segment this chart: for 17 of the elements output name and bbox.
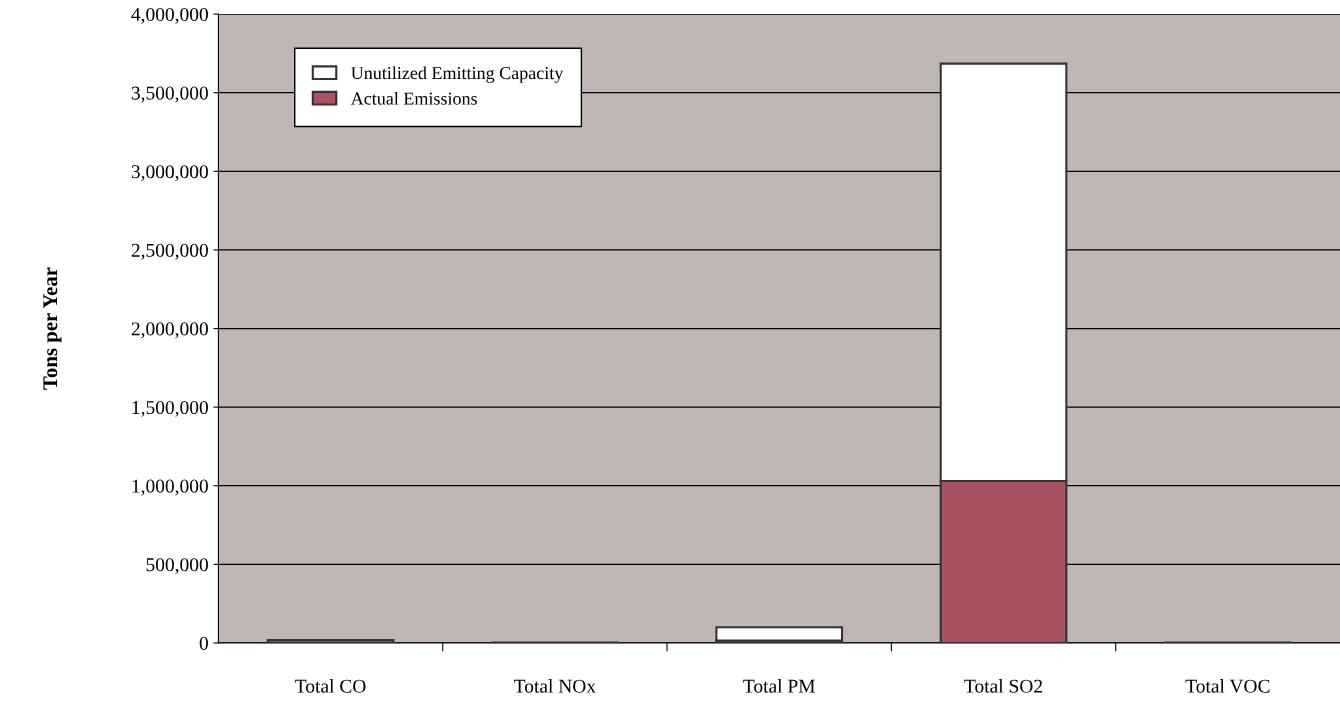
y-tick-label: 1,000,000 <box>132 479 208 496</box>
y-tick-label: 1,500,000 <box>132 400 208 417</box>
x-tick-label: Total PM <box>743 679 815 693</box>
legend-label: Unutilized Emitting Capacity <box>351 66 564 83</box>
x-tick-label: Total CO <box>295 679 366 693</box>
x-tick-label: Total SO2 <box>964 679 1043 693</box>
y-tick-label: 3,000,000 <box>131 165 208 182</box>
x-tick-label: Total NOx <box>514 679 596 693</box>
x-tick-label: Total VOC <box>1185 679 1270 693</box>
y-tick-label: 2,500,000 <box>131 243 208 260</box>
y-axis-title: Tons per Year <box>43 267 62 390</box>
y-tick-label: 3,500,000 <box>131 86 208 103</box>
y-tick-label: 4,000,000 <box>131 7 208 24</box>
y-tick-label: 0 <box>199 636 208 650</box>
y-tick-label: 500,000 <box>146 558 208 575</box>
y-tick-label: 2,000,000 <box>131 322 208 339</box>
legend-label: Actual Emissions <box>350 92 477 105</box>
